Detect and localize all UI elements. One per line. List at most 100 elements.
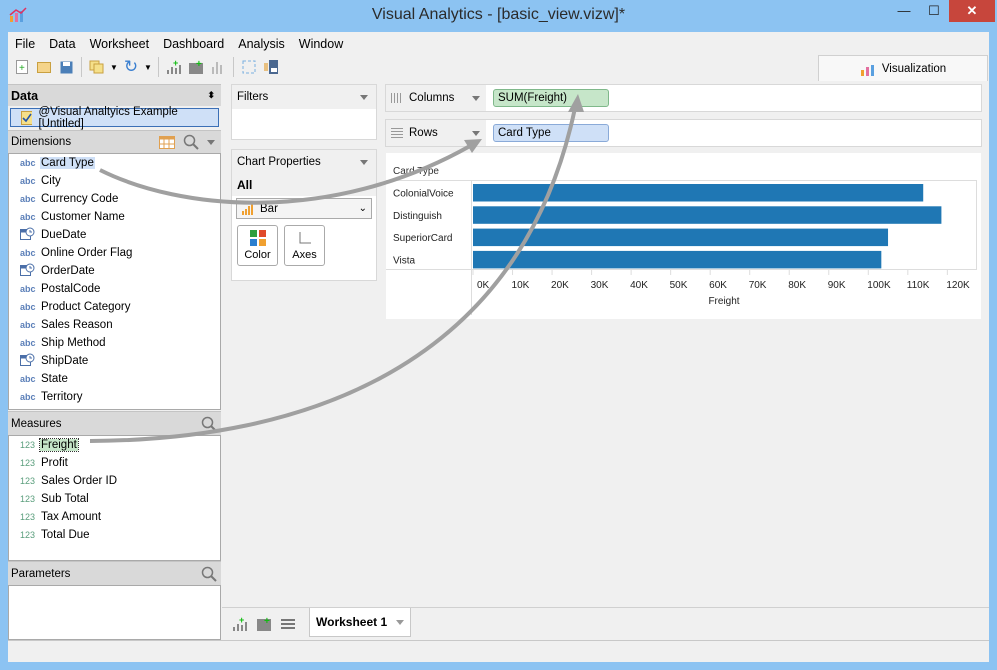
bar-chart-icon [242,202,253,215]
sort-arrows-icon[interactable]: ⬍ [207,90,215,100]
search-icon[interactable] [201,416,217,432]
dimension-item-card-type[interactable]: abc Card Type [9,154,220,172]
chart-type-select[interactable]: Bar ⌄ [236,198,372,219]
tab-visualization[interactable]: Visualization [818,55,988,81]
search-icon[interactable] [201,566,217,582]
menu-window[interactable]: Window [298,37,344,51]
chart-icon[interactable] [208,57,228,77]
dimension-item-customer-name[interactable]: abc Customer Name [9,208,220,226]
columns-shelf-label-area: Columns [386,85,486,111]
dimension-item-ship-method[interactable]: abc Ship Method [9,334,220,352]
data-panel-title: Data [11,88,39,103]
dimension-item-territory[interactable]: abc Territory [9,388,220,406]
chart-area: Card Type ColonialVoice Distinguish Superio… [386,153,981,319]
table-view-icon[interactable] [159,135,175,149]
dimension-item-state[interactable]: abc State [9,370,220,388]
category-label: SuperiorCard [393,233,452,244]
minimize-button[interactable]: — [897,3,911,18]
field-name: Customer Name [41,211,125,223]
dimension-item-duedate[interactable]: DueDate [9,226,220,244]
dropdown-icon[interactable]: ▼ [144,62,152,72]
worksheet-tab-bar: + + Worksheet 1 [222,607,989,638]
dimension-item-sales-reason[interactable]: abc Sales Reason [9,316,220,334]
dimension-item-postalcode[interactable]: abc PostalCode [9,280,220,298]
field-name: Card Type [40,157,95,169]
columns-pill[interactable]: SUM(Freight) [493,89,609,107]
measure-item-freight[interactable]: 123 Freight [9,436,220,454]
sheet-list-icon[interactable] [280,616,296,632]
color-button[interactable]: Color [237,225,278,266]
chart-properties-menu-icon[interactable] [360,159,368,165]
field-name: Profit [41,457,68,469]
tab-worksheet-1[interactable]: Worksheet 1 [309,608,411,637]
dropdown-icon[interactable]: ▼ [110,62,118,72]
new-worksheet-icon[interactable]: + [164,57,184,77]
numeric-field-icon: 123 [20,440,36,450]
new-dashboard-icon[interactable]: + [186,57,206,77]
new-worksheet-icon[interactable]: + [232,616,248,632]
datasource-item[interactable]: @Visual Analtyics Example [Untitled] [10,106,219,130]
menu-analysis[interactable]: Analysis [238,37,285,51]
menu-file[interactable]: File [15,37,36,51]
new-dashboard-icon[interactable]: + [256,616,272,632]
rows-label: Rows [409,127,438,139]
sheet-actions: + + [232,616,296,632]
new-file-icon[interactable]: + [12,57,32,77]
date-field-icon [20,227,39,243]
filters-menu-icon[interactable] [360,94,368,100]
svg-text:+: + [173,59,178,68]
axes-button[interactable]: Axes [284,225,325,266]
measures-label: Measures [11,417,62,430]
parameters-list [8,585,221,640]
rows-shelf: Rows Card Type [385,119,982,147]
measures-list: 123 Freight 123 Profit 123 Sales Order ID 123 S… [8,435,221,561]
save-icon[interactable] [56,57,76,77]
field-name: City [41,175,61,187]
color-label: Color [244,249,271,261]
rows-menu-icon[interactable] [472,130,480,136]
measure-item-total-due[interactable]: 123 Total Due [9,526,220,544]
x-tick-label: 30K [591,280,609,291]
dimension-item-shipdate[interactable]: ShipDate [9,352,220,370]
fit-icon[interactable] [261,57,281,77]
open-folder-icon[interactable] [34,57,54,77]
x-tick-label: 10K [512,280,530,291]
measure-item-sub-total[interactable]: 123 Sub Total [9,490,220,508]
dimension-item-online-order-flag[interactable]: abc Online Order Flag [9,244,220,262]
menu-worksheet[interactable]: Worksheet [89,37,150,51]
worksheet-tab-menu-icon[interactable] [396,619,404,625]
dimension-item-orderdate[interactable]: OrderDate [9,262,220,280]
maximize-button[interactable]: ☐ [928,3,940,18]
menu-data[interactable]: Data [49,37,76,51]
dimensions-menu-icon[interactable] [207,139,215,145]
x-tick-label: 80K [788,280,806,291]
dimension-item-city[interactable]: abc City [9,172,220,190]
close-button[interactable]: ✕ [949,0,995,22]
columns-shelf: Columns SUM(Freight) [385,84,982,112]
menu-dashboard[interactable]: Dashboard [163,37,225,51]
dimension-item-currency-code[interactable]: abc Currency Code [9,190,220,208]
parameters-header: Parameters [8,561,221,585]
x-tick-label: 100K [867,280,891,291]
measure-item-profit[interactable]: 123 Profit [9,454,220,472]
refresh-icon[interactable]: ↻ [123,57,139,76]
tab-visualization-label: Visualization [881,62,947,75]
window-title: Visual Analytics - [basic_view.vizw]* [371,6,626,23]
datasource-icon[interactable] [87,57,107,77]
swap-icon[interactable] [239,57,259,77]
data-panel-header: Data ⬍ [8,84,221,106]
marks-all-label[interactable]: All [232,174,376,196]
string-field-icon: abc [20,176,36,186]
svg-text:+: + [19,63,25,74]
columns-menu-icon[interactable] [472,95,480,101]
string-field-icon: abc [20,392,36,402]
string-field-icon: abc [20,284,36,294]
rows-icon [391,128,403,138]
toolbar-divider [233,57,234,77]
rows-pill[interactable]: Card Type [493,124,609,142]
chart-properties-header: Chart Properties [232,150,376,174]
dimension-item-product-category[interactable]: abc Product Category [9,298,220,316]
measure-item-tax-amount[interactable]: 123 Tax Amount [9,508,220,526]
measure-item-sales-order-id[interactable]: 123 Sales Order ID [9,472,220,490]
search-icon[interactable] [183,134,199,150]
